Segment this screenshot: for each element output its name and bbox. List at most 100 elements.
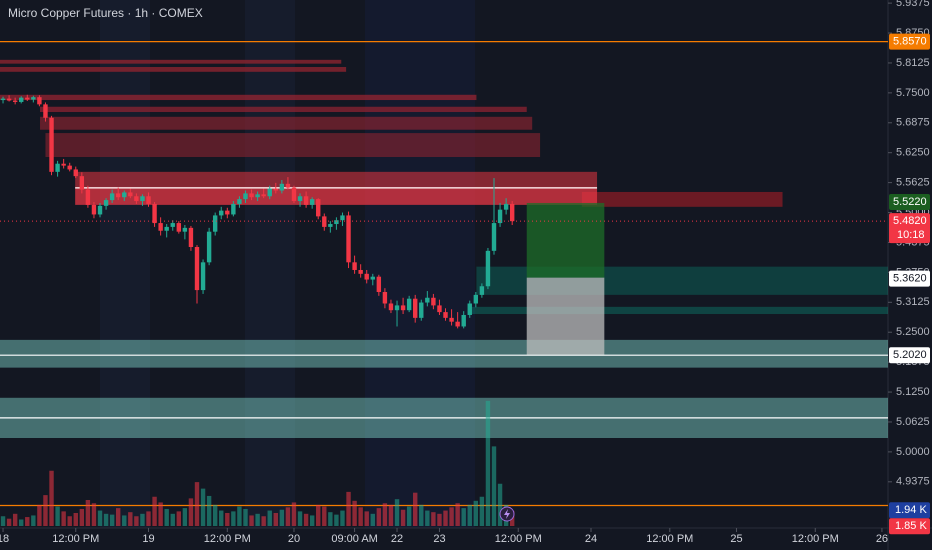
- volume-bar: [406, 506, 412, 526]
- volume-bar: [431, 512, 436, 526]
- candle-body: [394, 305, 400, 311]
- volume-bar: [334, 514, 339, 526]
- candle-body: [212, 215, 218, 232]
- volume-bar: [182, 508, 188, 526]
- candle-body: [449, 317, 454, 322]
- volume-bar: [31, 515, 36, 526]
- candle-body: [206, 231, 212, 263]
- candle-body: [25, 97, 30, 100]
- x-tick-label: 20: [288, 533, 300, 545]
- zone: [0, 94, 477, 101]
- session-band: [365, 0, 475, 528]
- candle-body: [103, 200, 109, 206]
- volume-bar: [61, 511, 66, 526]
- candle-body: [31, 97, 36, 100]
- candle-body: [261, 194, 266, 197]
- volume-bar: [413, 492, 418, 526]
- volume-bar: [6, 518, 12, 526]
- volume-tag-label: 1.94 K: [895, 504, 927, 516]
- x-tick-label: 19: [142, 533, 154, 545]
- x-tick-label: 12:00 PM: [495, 533, 542, 545]
- volume-bar: [67, 516, 72, 526]
- candle-body: [437, 305, 442, 313]
- candle-body: [467, 303, 472, 315]
- x-tick-label: 12:00 PM: [204, 533, 251, 545]
- candle-body: [134, 196, 139, 202]
- candle-body: [188, 227, 194, 248]
- candle-body: [85, 189, 91, 205]
- volume-bar: [85, 500, 91, 526]
- volume-bar: [91, 503, 97, 526]
- volume-tag: [889, 502, 930, 519]
- candle-body: [146, 196, 151, 204]
- y-tick-label: 5.6250: [896, 147, 930, 159]
- volume-bar: [285, 507, 291, 526]
- candle-body: [479, 286, 485, 295]
- flash-icon-glyph: [504, 509, 510, 519]
- volume-bar: [25, 517, 30, 526]
- volume-bar: [128, 512, 133, 526]
- volume-bar: [188, 498, 194, 526]
- volume-bar: [443, 510, 448, 526]
- volume-bar: [291, 502, 297, 526]
- candle-body: [158, 223, 163, 231]
- volume-bar: [261, 516, 266, 526]
- volume-bar: [467, 504, 472, 526]
- volume-bar: [437, 513, 442, 526]
- candle-body: [376, 276, 382, 293]
- zone: [0, 339, 888, 368]
- volume-bar: [485, 400, 491, 526]
- candle-body: [115, 193, 121, 198]
- volume-bar: [400, 509, 406, 526]
- x-tick-label: 22: [391, 533, 403, 545]
- y-tick-label: 5.2500: [896, 326, 930, 338]
- volume-bar: [200, 488, 206, 526]
- x-tick-label: 12:00 PM: [52, 533, 99, 545]
- candle-body: [455, 321, 460, 327]
- candle-body: [431, 297, 436, 306]
- candle-body: [370, 276, 375, 280]
- price-tag-label: 5.5220: [893, 196, 927, 208]
- candle-body: [170, 223, 175, 227]
- candle-body: [6, 98, 12, 101]
- candle-body: [425, 297, 430, 303]
- volume-bar: [55, 506, 60, 526]
- x-tick-label: 18: [0, 533, 9, 545]
- volume-bar: [49, 470, 54, 526]
- volume-bar: [340, 510, 345, 526]
- volume-bar: [394, 499, 400, 526]
- volume-bar: [152, 496, 157, 526]
- candle-body: [267, 188, 272, 197]
- x-tick-label: 25: [730, 533, 742, 545]
- volume-bar: [176, 511, 182, 526]
- zone: [75, 171, 598, 187]
- volume-bar: [0, 516, 6, 526]
- volume-bar: [316, 504, 321, 526]
- volume-bar: [279, 509, 285, 526]
- candle-body: [413, 298, 418, 318]
- candle-body: [67, 165, 72, 170]
- volume-bar: [122, 515, 127, 526]
- volume-bar: [473, 500, 479, 526]
- candle-body: [49, 117, 54, 172]
- volume-bar: [206, 495, 212, 526]
- volume-bar: [419, 504, 424, 526]
- volume-bar: [37, 504, 42, 526]
- volume-bar: [109, 514, 115, 526]
- x-tick-label: 26: [876, 533, 888, 545]
- volume-bar: [140, 513, 145, 526]
- zone: [45, 133, 541, 158]
- candle-body: [164, 226, 169, 231]
- volume-bar: [231, 511, 236, 526]
- candle-body: [443, 312, 448, 318]
- volume-bar: [303, 513, 309, 526]
- candle-body: [485, 250, 491, 287]
- candle-body: [255, 194, 260, 198]
- candle-body: [140, 196, 145, 202]
- zone: [0, 59, 342, 64]
- volume-bar: [219, 510, 224, 526]
- price-tag-label: 5.2020: [893, 349, 927, 361]
- volume-bar: [491, 446, 497, 526]
- volume-tag-label: 1.85 K: [895, 520, 927, 532]
